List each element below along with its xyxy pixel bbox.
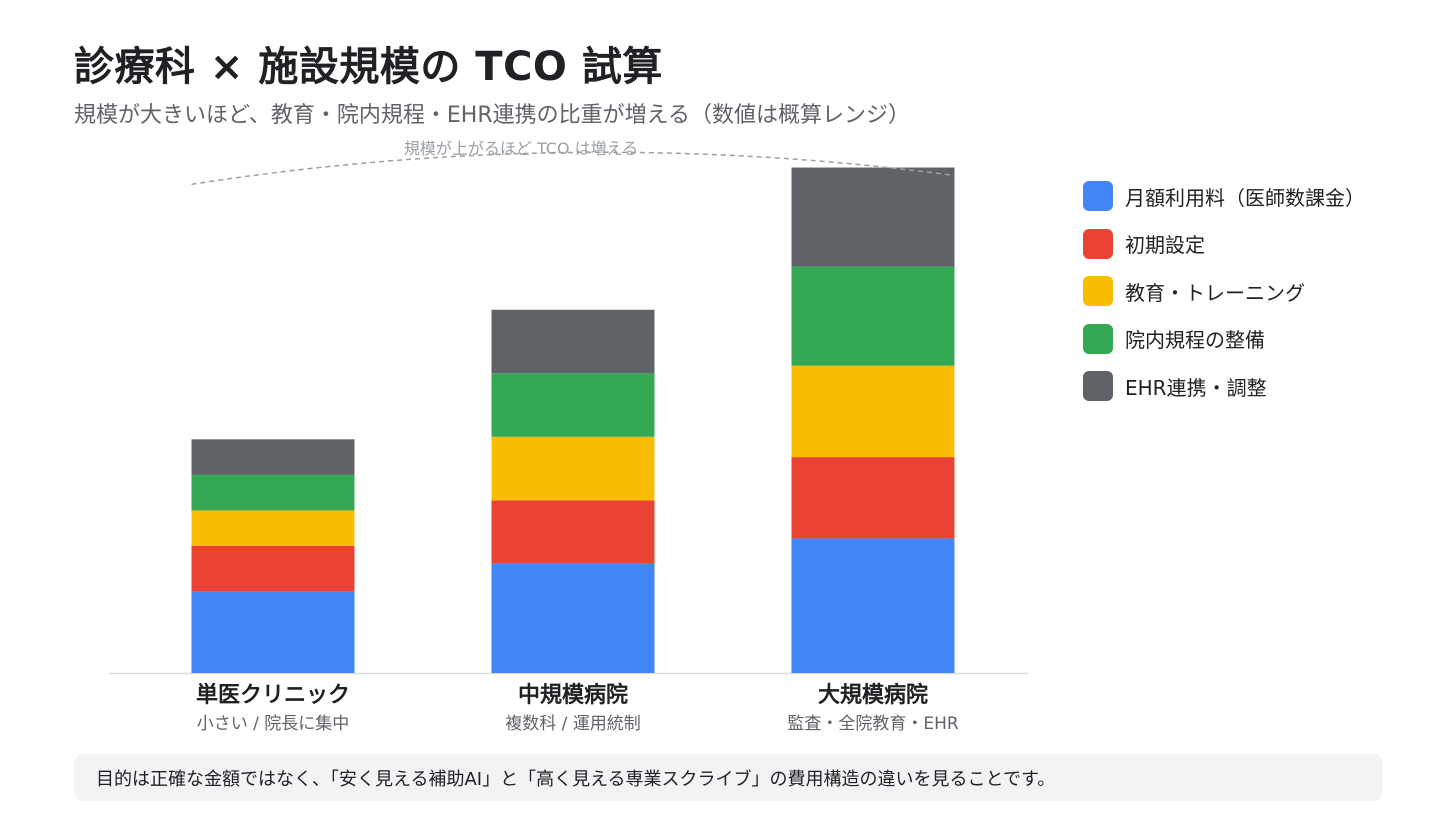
legend-label: 教育・トレーニング <box>1125 280 1305 305</box>
bar-segment-2-3 <box>491 436 655 501</box>
bar-segment-1-3 <box>191 510 355 546</box>
legend-item-2: 初期設定 <box>1083 228 1365 260</box>
legend-item-5: EHR連携・調整 <box>1083 370 1365 402</box>
category-label-2: 中規模病院 <box>518 682 628 708</box>
footer-note: 目的は正確な金額ではなく、「安く見える補助AI」と「高く見える専業スクライブ」の… <box>74 754 1383 801</box>
chart-title: 診療科 × 施設規模の TCO 試算 <box>74 44 663 90</box>
legend-item-1: 月額利用料（医師数課金） <box>1083 180 1365 212</box>
bar-segment-3-2 <box>791 457 955 539</box>
bar-segment-2-5 <box>491 309 655 374</box>
bar-segment-3-5 <box>791 167 955 267</box>
category-label-1: 単医クリニック <box>196 682 350 708</box>
legend-label: EHR連携・調整 <box>1125 375 1267 400</box>
category-sublabel-2: 複数科 / 運用統制 <box>505 714 641 734</box>
chart-subtitle: 規模が大きいほど、教育・院内規程・EHR連携の比重が増える（数値は概算レンジ） <box>74 103 910 128</box>
category-label-3: 大規模病院 <box>818 682 928 708</box>
legend-swatch <box>1083 276 1113 306</box>
legend-item-3: 教育・トレーニング <box>1083 275 1365 307</box>
bar-segment-3-4 <box>791 266 955 366</box>
legend-label: 月額利用料（医師数課金） <box>1125 185 1365 210</box>
bar-segment-1-1 <box>191 591 355 673</box>
legend-label: 初期設定 <box>1125 233 1205 257</box>
chart-legend: 月額利用料（医師数課金） 初期設定教育・トレーニング 院内規程の整備 EHR連携・調整 <box>1083 180 1365 418</box>
trend-annotation: 規模が上がるほど TCO は増える <box>404 139 638 158</box>
legend-swatch <box>1083 323 1113 354</box>
bar-segment-3-3 <box>791 365 955 458</box>
bar-segment-1-5 <box>191 439 355 475</box>
bar-segment-2-2 <box>491 500 655 564</box>
legend-swatch <box>1083 371 1113 401</box>
legend-swatch <box>1083 181 1113 211</box>
category-sublabel-1: 小さい / 院長に集中 <box>197 714 350 734</box>
bar-segment-1-2 <box>191 546 355 592</box>
footer-text: 目的は正確な金額ではなく、「安く見える補助AI」と「高く見える専業スクライブ」の… <box>96 768 1056 790</box>
trend-curve <box>191 151 955 186</box>
category-sublabel-3: 監査・全院教育・EHR <box>787 714 959 734</box>
bar-segment-2-1 <box>491 563 655 673</box>
bar-segment-1-4 <box>191 474 355 511</box>
legend-label: 院内規程の整備 <box>1125 328 1265 352</box>
legend-swatch <box>1083 228 1113 259</box>
bar-segment-2-4 <box>491 373 655 437</box>
legend-item-4: 院内規程の整備 <box>1083 323 1365 355</box>
bar-segment-3-1 <box>791 538 955 673</box>
